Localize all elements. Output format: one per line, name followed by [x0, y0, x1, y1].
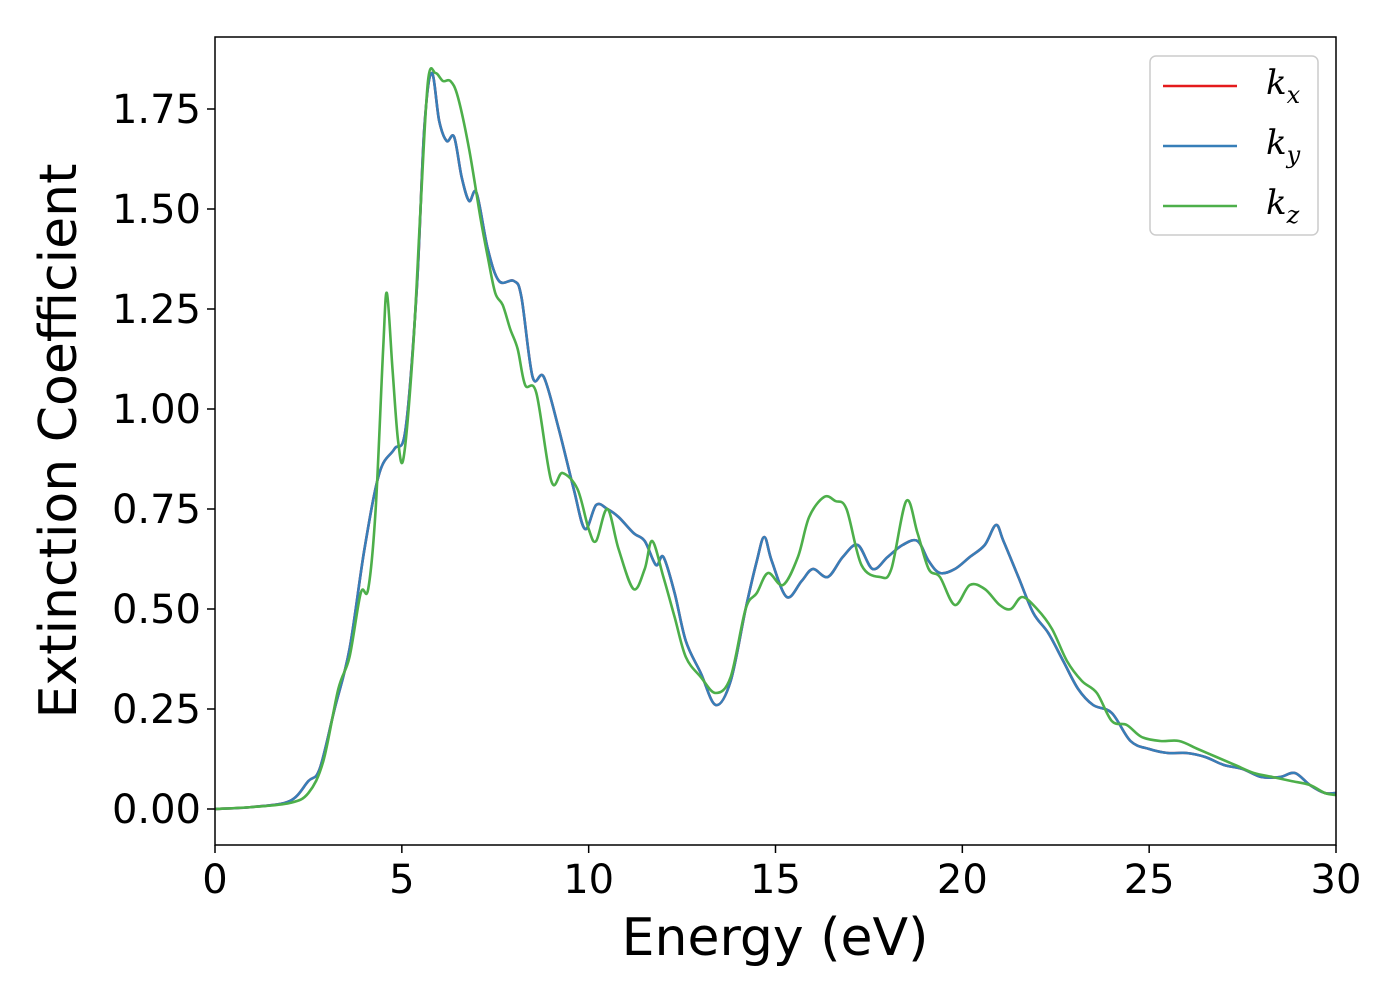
x-tick-label: 10 — [563, 857, 614, 903]
y-tick-label: 0.75 — [112, 487, 201, 533]
legend: kx ky kz — [1149, 55, 1319, 236]
x-tick-label: 0 — [202, 857, 227, 903]
y-tick-label: 1.50 — [112, 187, 201, 233]
y-tick-label: 1.75 — [112, 87, 201, 133]
y-tick-label: 0.25 — [112, 687, 201, 733]
legend-label-kx: kx — [1266, 63, 1301, 109]
y-tick-label: 0.50 — [112, 587, 201, 633]
x-tick-label: 5 — [389, 857, 414, 903]
y-tick-label: 0.00 — [112, 787, 201, 833]
x-tick-label: 15 — [750, 857, 801, 903]
x-tick-label: 30 — [1311, 857, 1362, 903]
y-axis-title: Extinction Coefficient — [29, 164, 89, 719]
x-tick-label: 20 — [937, 857, 988, 903]
y-tick-label: 1.00 — [112, 387, 201, 433]
x-axis-title: Energy (eV) — [622, 908, 929, 968]
x-tick-label: 25 — [1124, 857, 1175, 903]
series-line-kz — [215, 67, 1336, 811]
legend-label-ky: ky — [1266, 123, 1301, 169]
y-tick-label: 1.25 — [112, 287, 201, 333]
legend-label-kz: kz — [1266, 183, 1300, 229]
